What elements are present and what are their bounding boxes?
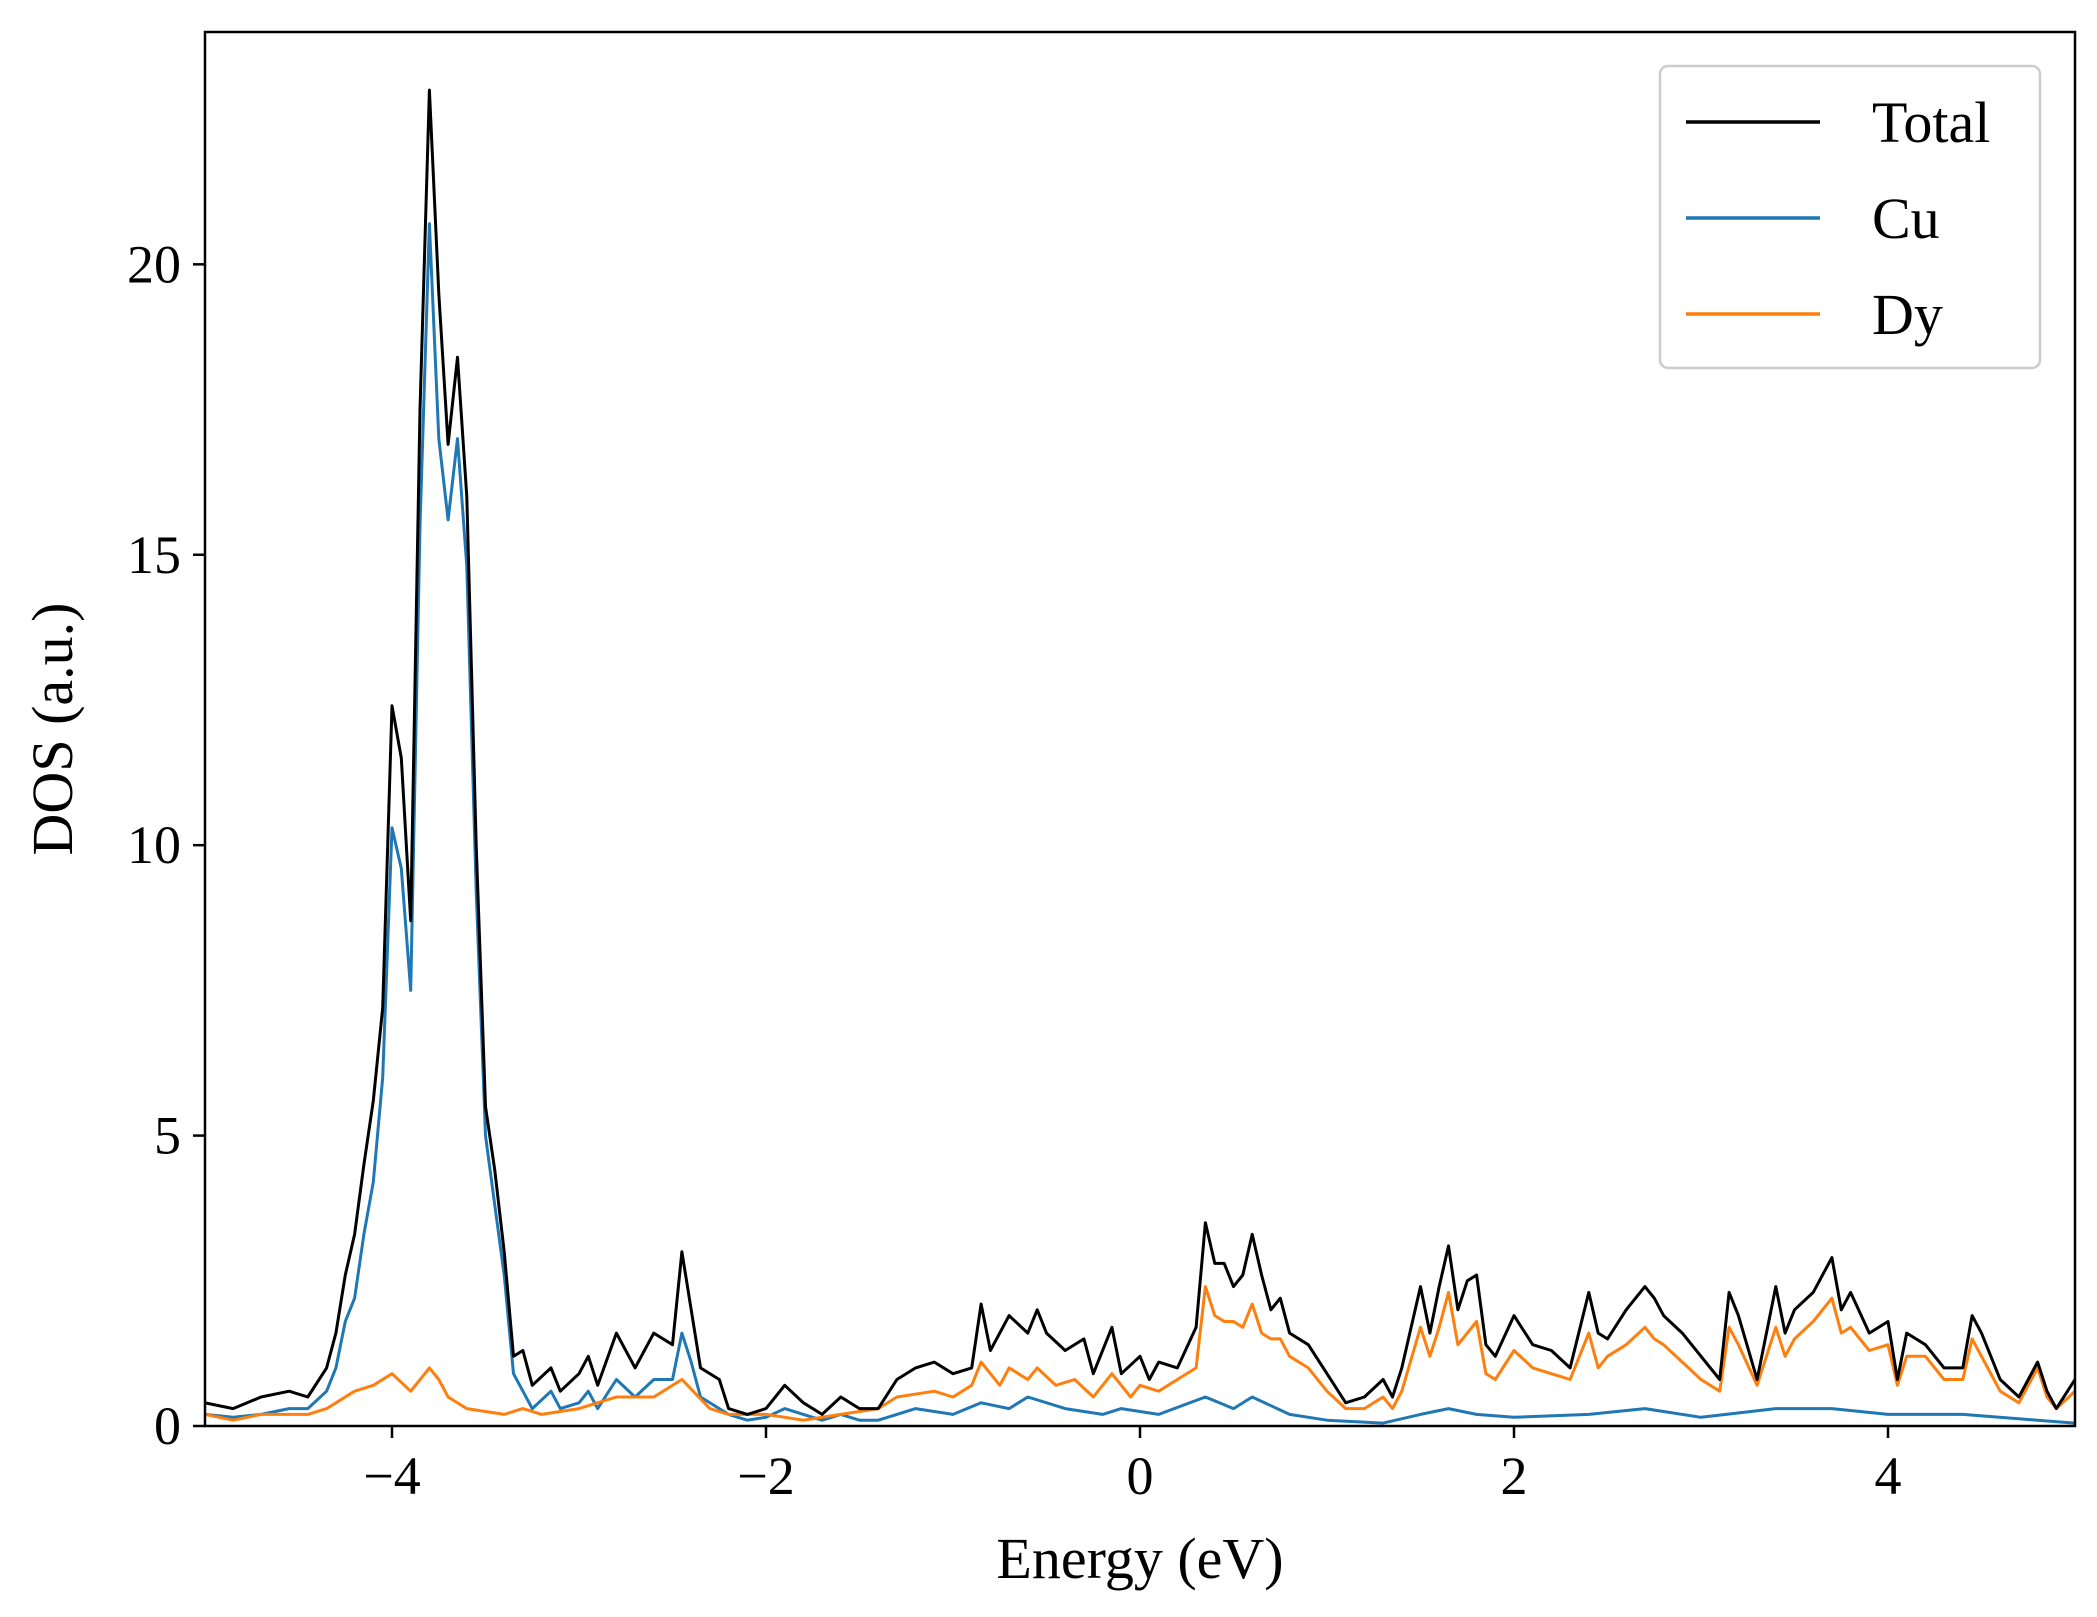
x-axis: −4 −2 0 2 4: [363, 1426, 1902, 1506]
y-tick-label: 0: [154, 1396, 181, 1456]
legend-label-dy: Dy: [1872, 282, 1943, 347]
legend: Total Cu Dy: [1658, 64, 2042, 370]
series-layer: [205, 88, 2075, 1425]
y-tick-label: 20: [127, 234, 181, 294]
y-axis-label: DOS (a.u.): [20, 603, 85, 856]
x-tick-label: −4: [363, 1446, 420, 1506]
y-tick-label: 15: [127, 525, 181, 585]
legend-items: Total Cu Dy: [1686, 90, 1990, 347]
legend-box: [1658, 64, 2042, 370]
x-tick-label: 0: [1127, 1446, 1154, 1506]
legend-label-cu: Cu: [1872, 186, 1940, 251]
x-tick-label: −2: [737, 1446, 794, 1506]
y-axis: 0 5 10 15 20: [127, 234, 205, 1456]
y-tick-label: 5: [154, 1106, 181, 1166]
series-line-dy: [205, 1285, 2075, 1422]
x-tick-label: 2: [1501, 1446, 1528, 1506]
x-tick-label: 4: [1875, 1446, 1902, 1506]
plot-area: [205, 88, 2075, 1425]
series-line-total: [205, 88, 2075, 1416]
x-axis-label: Energy (eV): [996, 1526, 1283, 1591]
y-tick-label: 10: [127, 815, 181, 875]
legend-label-total: Total: [1872, 90, 1990, 155]
